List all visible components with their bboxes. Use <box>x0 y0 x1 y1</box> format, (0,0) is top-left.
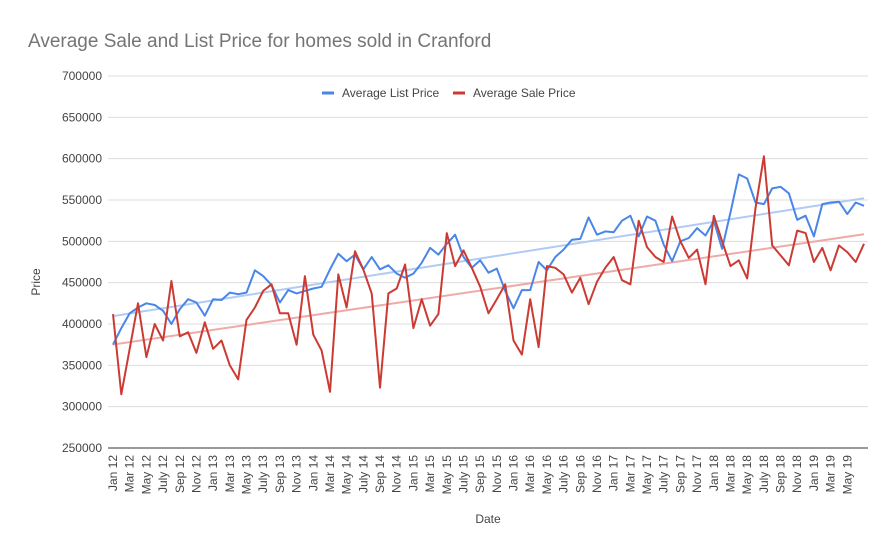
y-tick-label: 250000 <box>62 441 102 455</box>
x-tick-label: July 12 <box>156 455 170 493</box>
y-tick-label: 700000 <box>62 69 102 83</box>
x-tick-label: Mar 12 <box>123 455 137 493</box>
x-tick-label: Mar 19 <box>824 455 838 493</box>
y-tick-label: 300000 <box>62 400 102 414</box>
x-tick-label: May 18 <box>740 455 754 495</box>
x-tick-label: Jan 19 <box>807 455 821 491</box>
x-tick-label: Jan 15 <box>406 455 420 491</box>
x-tick-label: Jan 17 <box>607 455 621 491</box>
x-tick-label: Mar 15 <box>423 455 437 493</box>
y-tick-label: 500000 <box>62 234 102 248</box>
x-tick-label: Nov 13 <box>290 455 304 493</box>
x-tick-label: May 17 <box>640 455 654 495</box>
y-tick-label: 350000 <box>62 358 102 372</box>
x-tick-label: Sep 16 <box>573 455 587 493</box>
x-tick-label: Mar 16 <box>523 455 537 493</box>
x-tick-label: Mar 13 <box>223 455 237 493</box>
x-tick-label: Nov 15 <box>490 455 504 493</box>
x-tick-label: Jan 18 <box>707 455 721 491</box>
y-tick-label: 550000 <box>62 193 102 207</box>
x-tick-label: July 17 <box>657 455 671 493</box>
trend-line <box>112 233 865 346</box>
x-tick-label: May 19 <box>840 455 854 495</box>
x-tick-label: Mar 17 <box>623 455 637 493</box>
y-tick-label: 600000 <box>62 152 102 166</box>
y-tick-label: 400000 <box>62 317 102 331</box>
x-tick-label: May 12 <box>139 455 153 495</box>
x-tick-label: Sep 13 <box>273 455 287 493</box>
x-tick-label: July 13 <box>256 455 270 493</box>
y-tick-label: 650000 <box>62 110 102 124</box>
x-tick-label: Sep 12 <box>173 455 187 493</box>
x-tick-label: Mar 18 <box>723 455 737 493</box>
x-tick-label: Nov 18 <box>790 455 804 493</box>
x-tick-label: Sep 14 <box>373 455 387 493</box>
chart-title: Average Sale and List Price for homes so… <box>28 31 491 52</box>
trend-line <box>112 197 865 318</box>
x-tick-label: Sep 18 <box>774 455 788 493</box>
x-tick-label: July 16 <box>557 455 571 493</box>
x-tick-label: Nov 16 <box>590 455 604 493</box>
x-tick-label: July 14 <box>356 455 370 493</box>
x-tick-label: Sep 15 <box>473 455 487 493</box>
x-tick-label: Sep 17 <box>673 455 687 493</box>
x-tick-label: Nov 12 <box>189 455 203 493</box>
x-tick-label: Nov 14 <box>390 455 404 493</box>
x-tick-label: May 13 <box>240 455 254 495</box>
x-tick-label: May 15 <box>440 455 454 495</box>
x-tick-label: Jan 12 <box>106 455 120 491</box>
x-axis-label: Date <box>475 512 501 526</box>
x-tick-label: Nov 17 <box>690 455 704 493</box>
x-tick-label: July 18 <box>757 455 771 493</box>
x-tick-label: Jan 14 <box>306 455 320 491</box>
x-tick-label: July 15 <box>456 455 470 493</box>
legend-label: Average List Price <box>342 86 439 100</box>
y-tick-label: 450000 <box>62 276 102 290</box>
y-axis-label: Price <box>29 268 43 296</box>
x-tick-label: Jan 13 <box>206 455 220 491</box>
series-line <box>112 173 865 346</box>
x-tick-label: May 14 <box>340 455 354 495</box>
x-tick-label: May 16 <box>540 455 554 495</box>
legend-label: Average Sale Price <box>473 86 576 100</box>
x-tick-label: Mar 14 <box>323 455 337 493</box>
x-tick-label: Jan 16 <box>507 455 521 491</box>
series-line <box>112 155 865 396</box>
